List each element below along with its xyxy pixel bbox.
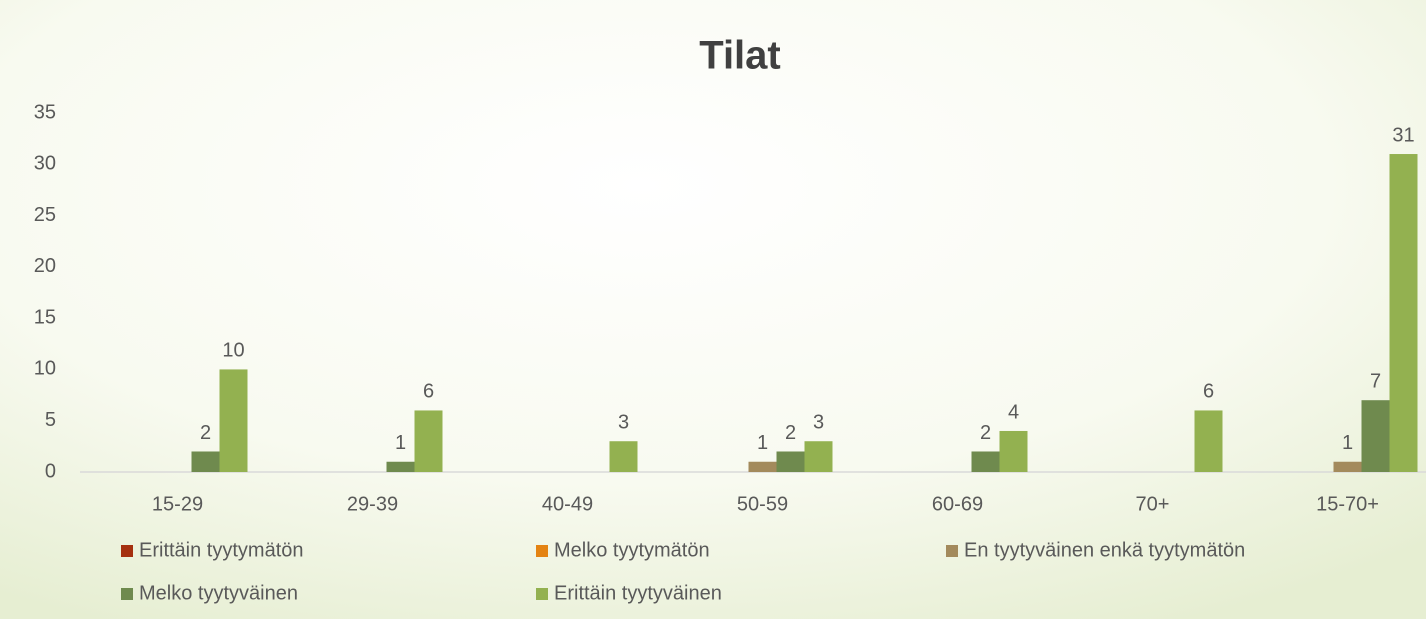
x-tick-label: 29-39 bbox=[347, 493, 398, 515]
legend-label: Erittäin tyytymätön bbox=[139, 539, 304, 561]
data-label: 10 bbox=[222, 340, 244, 362]
data-label: 1 bbox=[395, 432, 406, 454]
x-tick-label: 40-49 bbox=[542, 493, 593, 515]
y-tick-label: 5 bbox=[45, 409, 56, 431]
legend-label: En tyytyväinen enkä tyytymätön bbox=[964, 539, 1245, 561]
data-label: 2 bbox=[785, 422, 796, 444]
y-tick-label: 10 bbox=[34, 358, 56, 380]
legend-swatch bbox=[536, 545, 548, 557]
chart-title: Tilat bbox=[699, 34, 781, 78]
data-label: 7 bbox=[1370, 370, 1381, 392]
data-label: 3 bbox=[618, 412, 629, 434]
legend-swatch bbox=[536, 588, 548, 600]
data-label: 6 bbox=[423, 381, 434, 403]
bar bbox=[999, 430, 1028, 472]
data-label: 2 bbox=[200, 422, 211, 444]
y-tick-label: 35 bbox=[34, 101, 56, 123]
bar bbox=[1361, 400, 1390, 472]
y-tick-label: 25 bbox=[34, 204, 56, 226]
data-label: 31 bbox=[1392, 124, 1414, 146]
bar bbox=[804, 441, 833, 472]
bar bbox=[386, 461, 415, 472]
x-tick-label: 15-29 bbox=[152, 493, 203, 515]
legend-label: Melko tyytymätön bbox=[554, 539, 710, 561]
data-label: 1 bbox=[757, 432, 768, 454]
bar bbox=[971, 451, 1000, 472]
x-tick-label: 50-59 bbox=[737, 493, 788, 515]
x-tick-label: 15-70+ bbox=[1316, 493, 1379, 515]
data-label: 6 bbox=[1203, 381, 1214, 403]
legend-swatch bbox=[121, 545, 133, 557]
bar bbox=[609, 441, 638, 472]
legend-swatch bbox=[121, 588, 133, 600]
legend-swatch bbox=[946, 545, 958, 557]
x-tick-label: 70+ bbox=[1136, 493, 1170, 515]
legend-label: Melko tyytyväinen bbox=[139, 582, 298, 604]
bar bbox=[1333, 461, 1362, 472]
y-tick-label: 0 bbox=[45, 460, 56, 482]
bar bbox=[748, 461, 777, 472]
bar bbox=[219, 369, 248, 472]
y-tick-label: 20 bbox=[34, 255, 56, 277]
bar bbox=[414, 410, 443, 472]
data-label: 2 bbox=[980, 422, 991, 444]
data-label: 4 bbox=[1008, 401, 1019, 423]
bar bbox=[1389, 154, 1418, 472]
y-tick-label: 30 bbox=[34, 153, 56, 175]
legend-label: Erittäin tyytyväinen bbox=[554, 582, 722, 604]
bar bbox=[191, 451, 220, 472]
data-label: 1 bbox=[1342, 432, 1353, 454]
x-tick-label: 60-69 bbox=[932, 493, 983, 515]
bar bbox=[776, 451, 805, 472]
data-label: 3 bbox=[813, 412, 824, 434]
y-tick-label: 15 bbox=[34, 306, 56, 328]
bar bbox=[1194, 410, 1223, 472]
